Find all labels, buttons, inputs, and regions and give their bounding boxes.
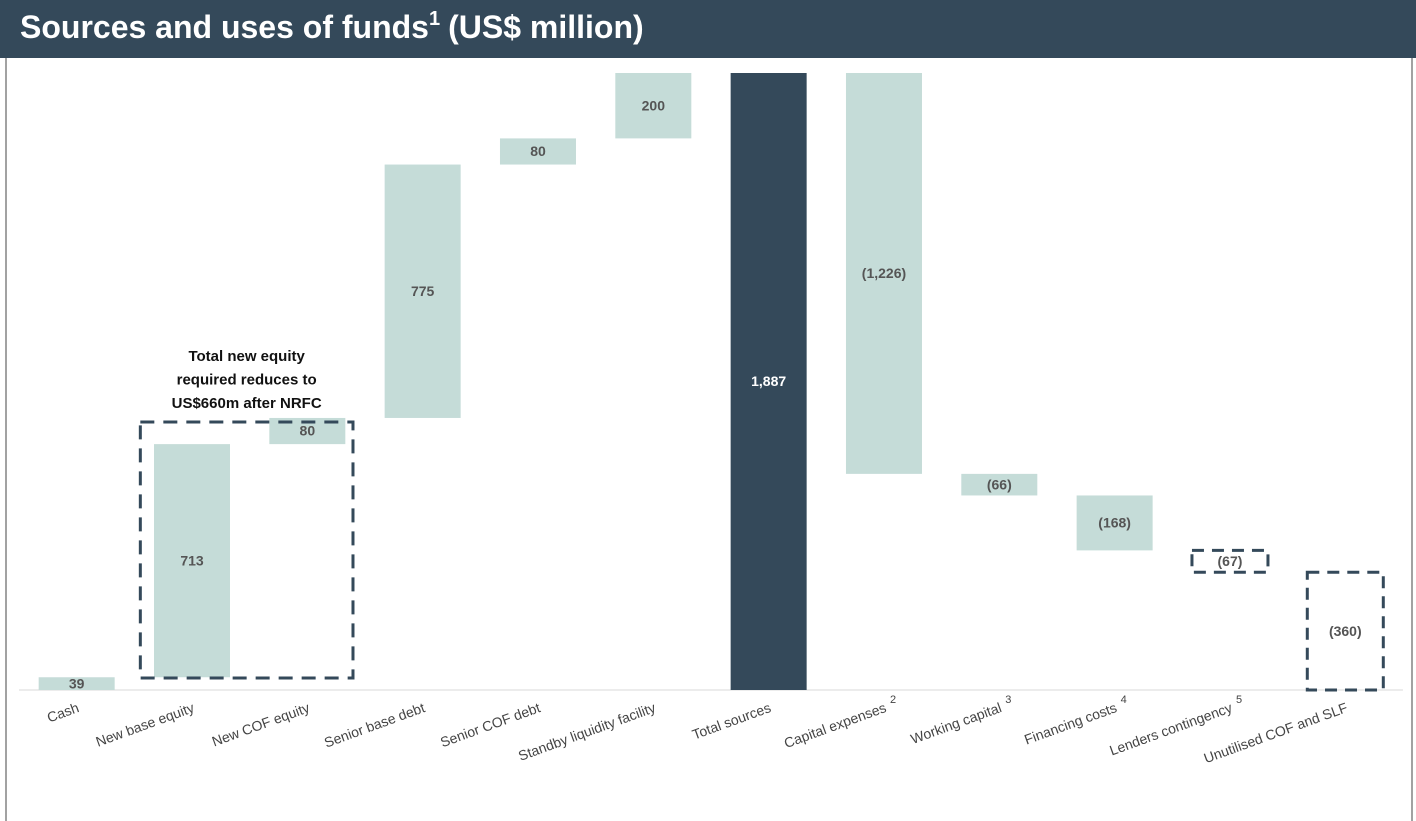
annotation-frame [138,420,355,680]
title-text: Sources and uses of funds [20,9,429,45]
bar [499,138,576,165]
value-label: (1,226) [862,265,906,281]
value-label: 1,887 [751,373,786,389]
title-bar [0,0,1416,58]
bar [730,73,807,690]
value-label: 80 [530,143,546,159]
bar [615,73,692,139]
x-tick-label: Financing costs [1022,699,1119,747]
value-label: 200 [642,97,666,113]
value-label: 713 [180,552,204,568]
bar [961,473,1038,496]
annotation: US$660m after NRFC [172,395,322,412]
value-label: 775 [411,283,435,299]
x-tick-label: Total sources [690,699,773,742]
category-note: 5 [1236,694,1242,706]
x-tick-label: Senior COF debt [438,699,542,750]
bar [384,164,461,418]
value-label: 39 [69,675,85,691]
value-label: (66) [987,476,1012,492]
x-tick-label: Capital expenses [782,699,888,751]
value-label: (360) [1329,623,1362,639]
title-unit: (US$ million) [448,9,644,45]
bar [1190,548,1270,574]
x-tick-label: New base equity [94,699,197,749]
x-tick-label: Senior base debt [322,699,427,750]
x-tick-label: Working capital [908,699,1003,747]
annotation: Total new equity [188,348,305,365]
value-label: (168) [1098,515,1131,531]
bar [1076,495,1153,551]
value-label: 80 [300,423,316,439]
chart-title: Sources and uses of funds1 (US$ million) [20,8,644,45]
category-note: 3 [1005,694,1011,706]
category-note: 2 [890,694,896,706]
bar [153,444,230,678]
x-tick-label: Cash [45,699,81,725]
bar [1305,570,1385,692]
category-note: 4 [1121,694,1127,706]
value-label: (67) [1218,553,1243,569]
bar [38,677,115,690]
bar [845,73,922,474]
annotation: required reduces to [177,371,317,388]
x-tick-label: New COF equity [210,699,312,749]
title-note: 1 [429,8,440,30]
